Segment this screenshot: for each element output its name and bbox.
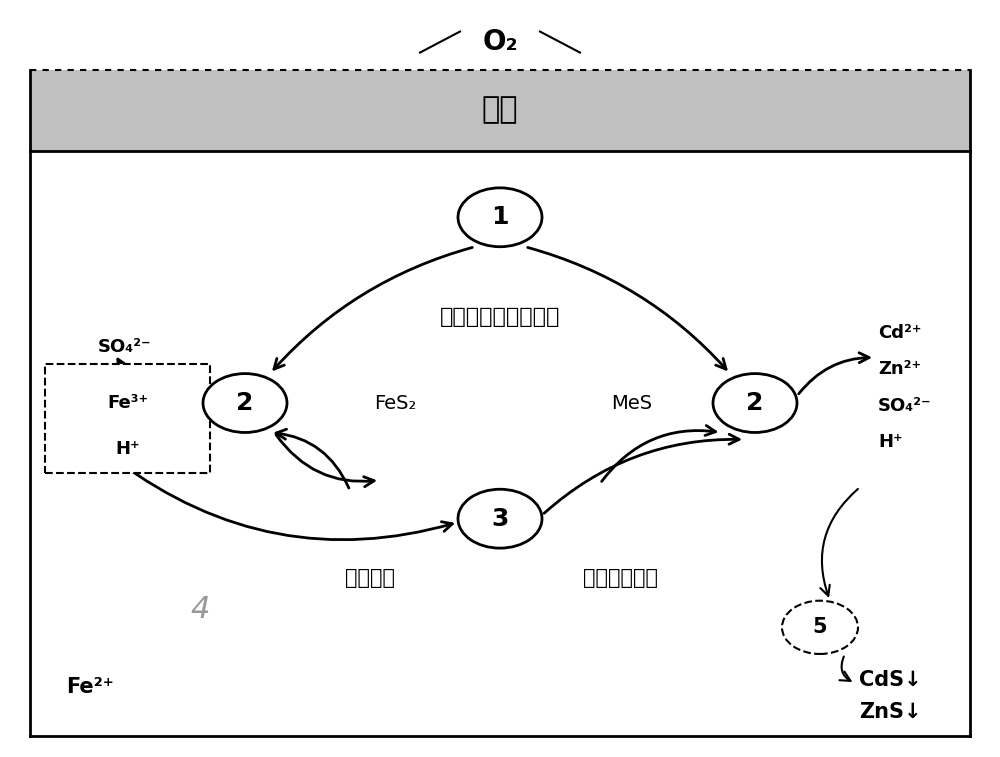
Circle shape [203, 374, 287, 432]
Text: Zn²⁺: Zn²⁺ [878, 360, 921, 378]
Text: 3: 3 [491, 506, 509, 531]
Text: 1: 1 [491, 205, 509, 229]
Circle shape [458, 188, 542, 247]
Text: H⁺: H⁺ [878, 433, 903, 451]
Text: 2: 2 [236, 391, 254, 415]
Text: O₂: O₂ [482, 28, 518, 56]
Bar [30, 70, 970, 151]
Text: 覆土: 覆土 [482, 95, 518, 125]
Text: H⁺: H⁺ [115, 441, 140, 458]
Text: Cd²⁺: Cd²⁺ [878, 324, 922, 342]
Text: ZnS↓: ZnS↓ [859, 702, 921, 721]
Text: MeS: MeS [611, 394, 653, 413]
Text: CdS↓: CdS↓ [859, 670, 921, 690]
Text: 自养铁、硫氧化细菌: 自养铁、硫氧化细菌 [440, 307, 560, 327]
Text: Fe³⁺: Fe³⁺ [107, 394, 148, 412]
Text: 5: 5 [813, 617, 827, 637]
FancyBboxPatch shape [45, 364, 210, 473]
Text: SO₄²⁻: SO₄²⁻ [878, 397, 932, 415]
Text: FeS₂: FeS₂ [374, 394, 416, 413]
Text: 铁还原菌: 铁还原菌 [345, 569, 395, 588]
Text: SO₄²⁻: SO₄²⁻ [97, 338, 151, 356]
Text: 4: 4 [190, 595, 210, 625]
Circle shape [782, 601, 858, 654]
Text: 硫酸盐还原菌: 硫酸盐还原菌 [582, 569, 658, 588]
Circle shape [713, 374, 797, 432]
Text: 2: 2 [746, 391, 764, 415]
Circle shape [458, 489, 542, 548]
Text: Fe²⁺: Fe²⁺ [66, 677, 114, 697]
